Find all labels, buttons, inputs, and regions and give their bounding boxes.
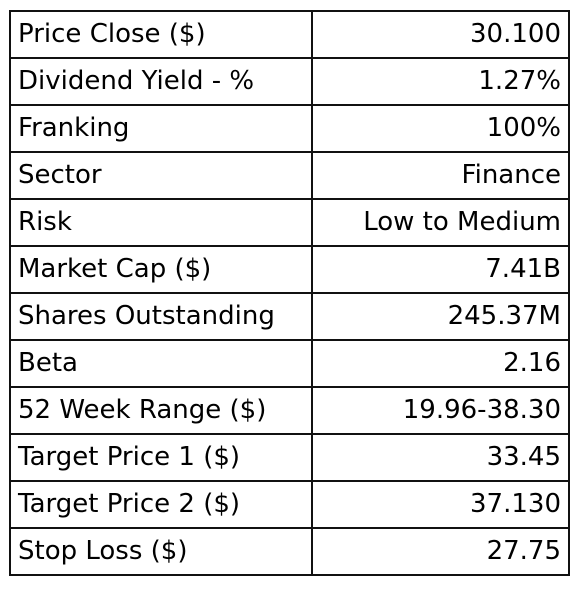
row-label: Dividend Yield - % <box>9 57 313 106</box>
row-value: 37.130 <box>311 480 570 529</box>
stock-summary-table-frame: Price Close ($) 30.100 Dividend Yield - … <box>9 10 570 598</box>
row-value: 7.41B <box>311 245 570 294</box>
row-value: 33.45 <box>311 433 570 482</box>
row-label: Target Price 2 ($) <box>9 480 313 529</box>
row-label: Price Close ($) <box>9 10 313 59</box>
table-row: Beta 2.16 <box>9 339 570 388</box>
row-label: Risk <box>9 198 313 247</box>
row-value: 2.16 <box>311 339 570 388</box>
row-label: Franking <box>9 104 313 153</box>
row-label: Shares Outstanding <box>9 292 313 341</box>
table-row: Shares Outstanding 245.37M <box>9 292 570 341</box>
row-label: Target Price 1 ($) <box>9 433 313 482</box>
row-value: Low to Medium <box>311 198 570 247</box>
table-row: Target Price 2 ($) 37.130 <box>9 480 570 529</box>
table-row: 52 Week Range ($) 19.96-38.30 <box>9 386 570 435</box>
table-row: Franking 100% <box>9 104 570 153</box>
row-value: 19.96-38.30 <box>311 386 570 435</box>
row-label: Market Cap ($) <box>9 245 313 294</box>
table-row: Target Price 1 ($) 33.45 <box>9 433 570 482</box>
table-row: Market Cap ($) 7.41B <box>9 245 570 294</box>
table-row: Sector Finance <box>9 151 570 200</box>
stock-summary-table: Price Close ($) 30.100 Dividend Yield - … <box>9 10 570 576</box>
row-value: 27.75 <box>311 527 570 576</box>
table-row: Risk Low to Medium <box>9 198 570 247</box>
row-label: Sector <box>9 151 313 200</box>
table-row: Dividend Yield - % 1.27% <box>9 57 570 106</box>
row-label: 52 Week Range ($) <box>9 386 313 435</box>
row-label: Beta <box>9 339 313 388</box>
row-label: Stop Loss ($) <box>9 527 313 576</box>
row-value: 100% <box>311 104 570 153</box>
row-value: 1.27% <box>311 57 570 106</box>
table-row: Price Close ($) 30.100 <box>9 10 570 59</box>
row-value: 30.100 <box>311 10 570 59</box>
table-row: Stop Loss ($) 27.75 <box>9 527 570 576</box>
row-value: Finance <box>311 151 570 200</box>
row-value: 245.37M <box>311 292 570 341</box>
